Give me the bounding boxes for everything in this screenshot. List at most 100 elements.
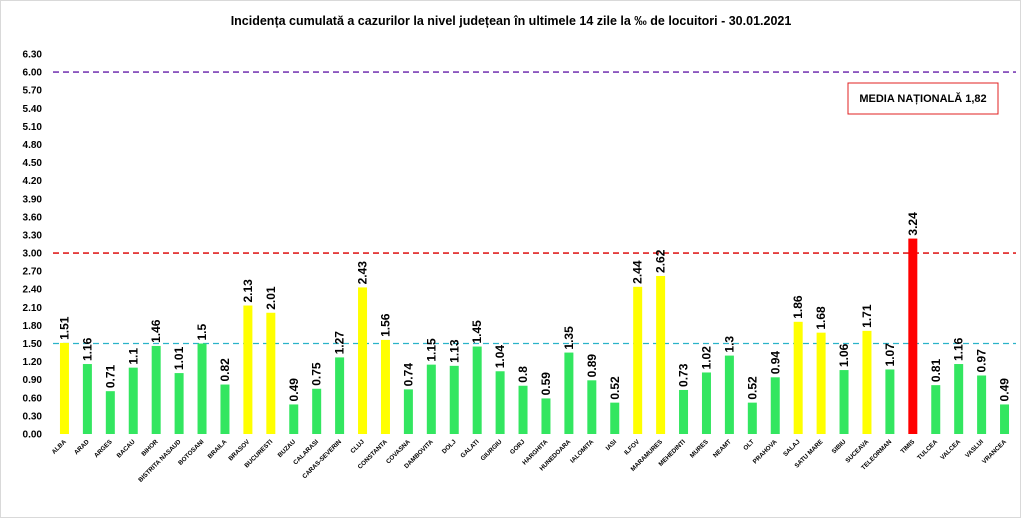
bar-galati xyxy=(472,346,482,434)
y-tick-label: 1.80 xyxy=(23,321,43,332)
data-label: 0.97 xyxy=(975,349,989,373)
national-average-text: MEDIA NAȚIONALĂ 1,82 xyxy=(859,92,986,105)
y-tick-label: 5.70 xyxy=(23,86,43,97)
bar-satu-mare xyxy=(816,332,826,434)
data-label: 1.71 xyxy=(860,304,874,328)
bar-maramures xyxy=(656,275,666,434)
bar-iasi xyxy=(610,402,620,434)
bar-bihor xyxy=(151,345,161,434)
y-tick-label: 0.00 xyxy=(23,430,43,441)
bar-mures xyxy=(701,372,711,434)
bar-bistrita-nasaud xyxy=(174,373,184,434)
data-label: 1.15 xyxy=(424,338,438,362)
bar-mehedinti xyxy=(679,389,689,434)
x-tick-label: PRAHOVA xyxy=(752,438,779,465)
bar-vrancea xyxy=(1000,404,1010,434)
x-tick-label: ARGES xyxy=(93,438,114,459)
data-label: 0.94 xyxy=(768,351,782,375)
bar-gorj xyxy=(518,385,528,434)
x-tick-label: ALBA xyxy=(51,438,69,456)
bar-covasna xyxy=(403,389,413,434)
y-tick-label: 4.80 xyxy=(23,140,43,151)
data-label: 1.35 xyxy=(562,326,576,350)
x-tick-label: BRAILA xyxy=(207,438,229,460)
data-label: 2.01 xyxy=(264,286,278,310)
bar-bacau xyxy=(128,367,138,434)
bar-suceava xyxy=(862,330,872,434)
x-tick-label: IASI xyxy=(605,438,619,452)
y-tick-label: 2.70 xyxy=(23,267,43,278)
data-label: 1.1 xyxy=(126,348,140,365)
bar-cluj xyxy=(358,287,368,434)
bar-vaslui xyxy=(977,375,987,434)
x-tick-label: GALATI xyxy=(459,438,480,459)
y-tick-label: 3.60 xyxy=(23,212,43,223)
data-label: 1.5 xyxy=(195,324,209,341)
y-tick-label: 0.30 xyxy=(23,411,43,422)
x-tick-label: BACAU xyxy=(116,438,137,459)
bar-arad xyxy=(82,364,92,434)
data-label: 0.52 xyxy=(745,376,759,400)
y-tick-label: 4.20 xyxy=(23,176,43,187)
chart-title: Incidența cumulată a cazurilor la nivel … xyxy=(231,14,792,28)
y-tick-label: 3.00 xyxy=(23,249,43,260)
y-tick-label: 3.30 xyxy=(23,230,43,241)
bar-giurgiu xyxy=(495,371,505,434)
y-tick-label: 4.50 xyxy=(23,158,43,169)
bar-brasov xyxy=(243,305,253,434)
data-label: 1.46 xyxy=(149,319,163,343)
bar-botosani xyxy=(197,343,207,434)
bars xyxy=(59,238,1010,434)
y-tick-label: 0.60 xyxy=(23,393,43,404)
data-label: 0.81 xyxy=(929,358,943,382)
data-label: 1.13 xyxy=(447,339,461,363)
bar-bucuresti xyxy=(266,312,276,434)
y-tick-label: 6.00 xyxy=(23,68,43,79)
x-tick-label: TIMIS xyxy=(899,438,916,455)
bar-harghita xyxy=(541,398,551,434)
x-tick-label: ARAD xyxy=(73,438,91,456)
x-tick-label: GIURGIU xyxy=(480,438,504,462)
bar-neamt xyxy=(724,355,734,434)
data-label: 0.82 xyxy=(218,358,232,382)
y-tick-label: 5.40 xyxy=(23,104,43,115)
bar-salaj xyxy=(793,321,803,434)
bar-ilfov xyxy=(633,286,643,434)
x-tick-label: MURES xyxy=(689,438,710,459)
data-label: 0.74 xyxy=(401,363,415,387)
data-label: 1.51 xyxy=(57,316,71,340)
data-label: 2.62 xyxy=(654,249,668,273)
bar-caras-severin xyxy=(335,357,345,434)
data-label: 3.24 xyxy=(906,212,920,236)
y-tick-label: 3.90 xyxy=(23,194,43,205)
data-label: 0.73 xyxy=(677,363,691,387)
x-tick-label: IALOMITA xyxy=(569,438,595,464)
bar-teleorman xyxy=(885,369,895,434)
data-label: 1.56 xyxy=(378,313,392,337)
x-tick-label: BISTRITA NASAUD xyxy=(137,438,183,484)
x-tick-label: CLUJ xyxy=(349,438,366,455)
x-tick-label: BIHOR xyxy=(140,438,160,458)
x-tick-label: OLT xyxy=(742,438,756,452)
x-tick-label: GORJ xyxy=(509,438,527,456)
bar-alba xyxy=(59,342,69,434)
data-label: 2.44 xyxy=(631,260,645,284)
x-tick-label: VASLUI xyxy=(964,438,985,459)
data-label: 0.71 xyxy=(103,364,117,388)
bar-tulcea xyxy=(931,385,941,434)
x-tick-label: DOLJ xyxy=(441,438,458,455)
data-label: 1.16 xyxy=(952,337,966,361)
bar-sibiu xyxy=(839,370,849,434)
x-tick-label: SALAJ xyxy=(782,438,802,458)
data-label: 0.52 xyxy=(608,376,622,400)
national-average-box: MEDIA NAȚIONALĂ 1,82 xyxy=(847,82,999,115)
data-label: 1.06 xyxy=(837,343,851,367)
bar-constanta xyxy=(380,339,390,434)
y-tick-label: 1.20 xyxy=(23,357,43,368)
data-label: 1.01 xyxy=(172,346,186,370)
y-tick-label: 0.90 xyxy=(23,375,43,386)
threshold-lines xyxy=(53,71,1016,345)
data-label: 1.3 xyxy=(722,336,736,353)
data-label: 2.43 xyxy=(356,261,370,285)
